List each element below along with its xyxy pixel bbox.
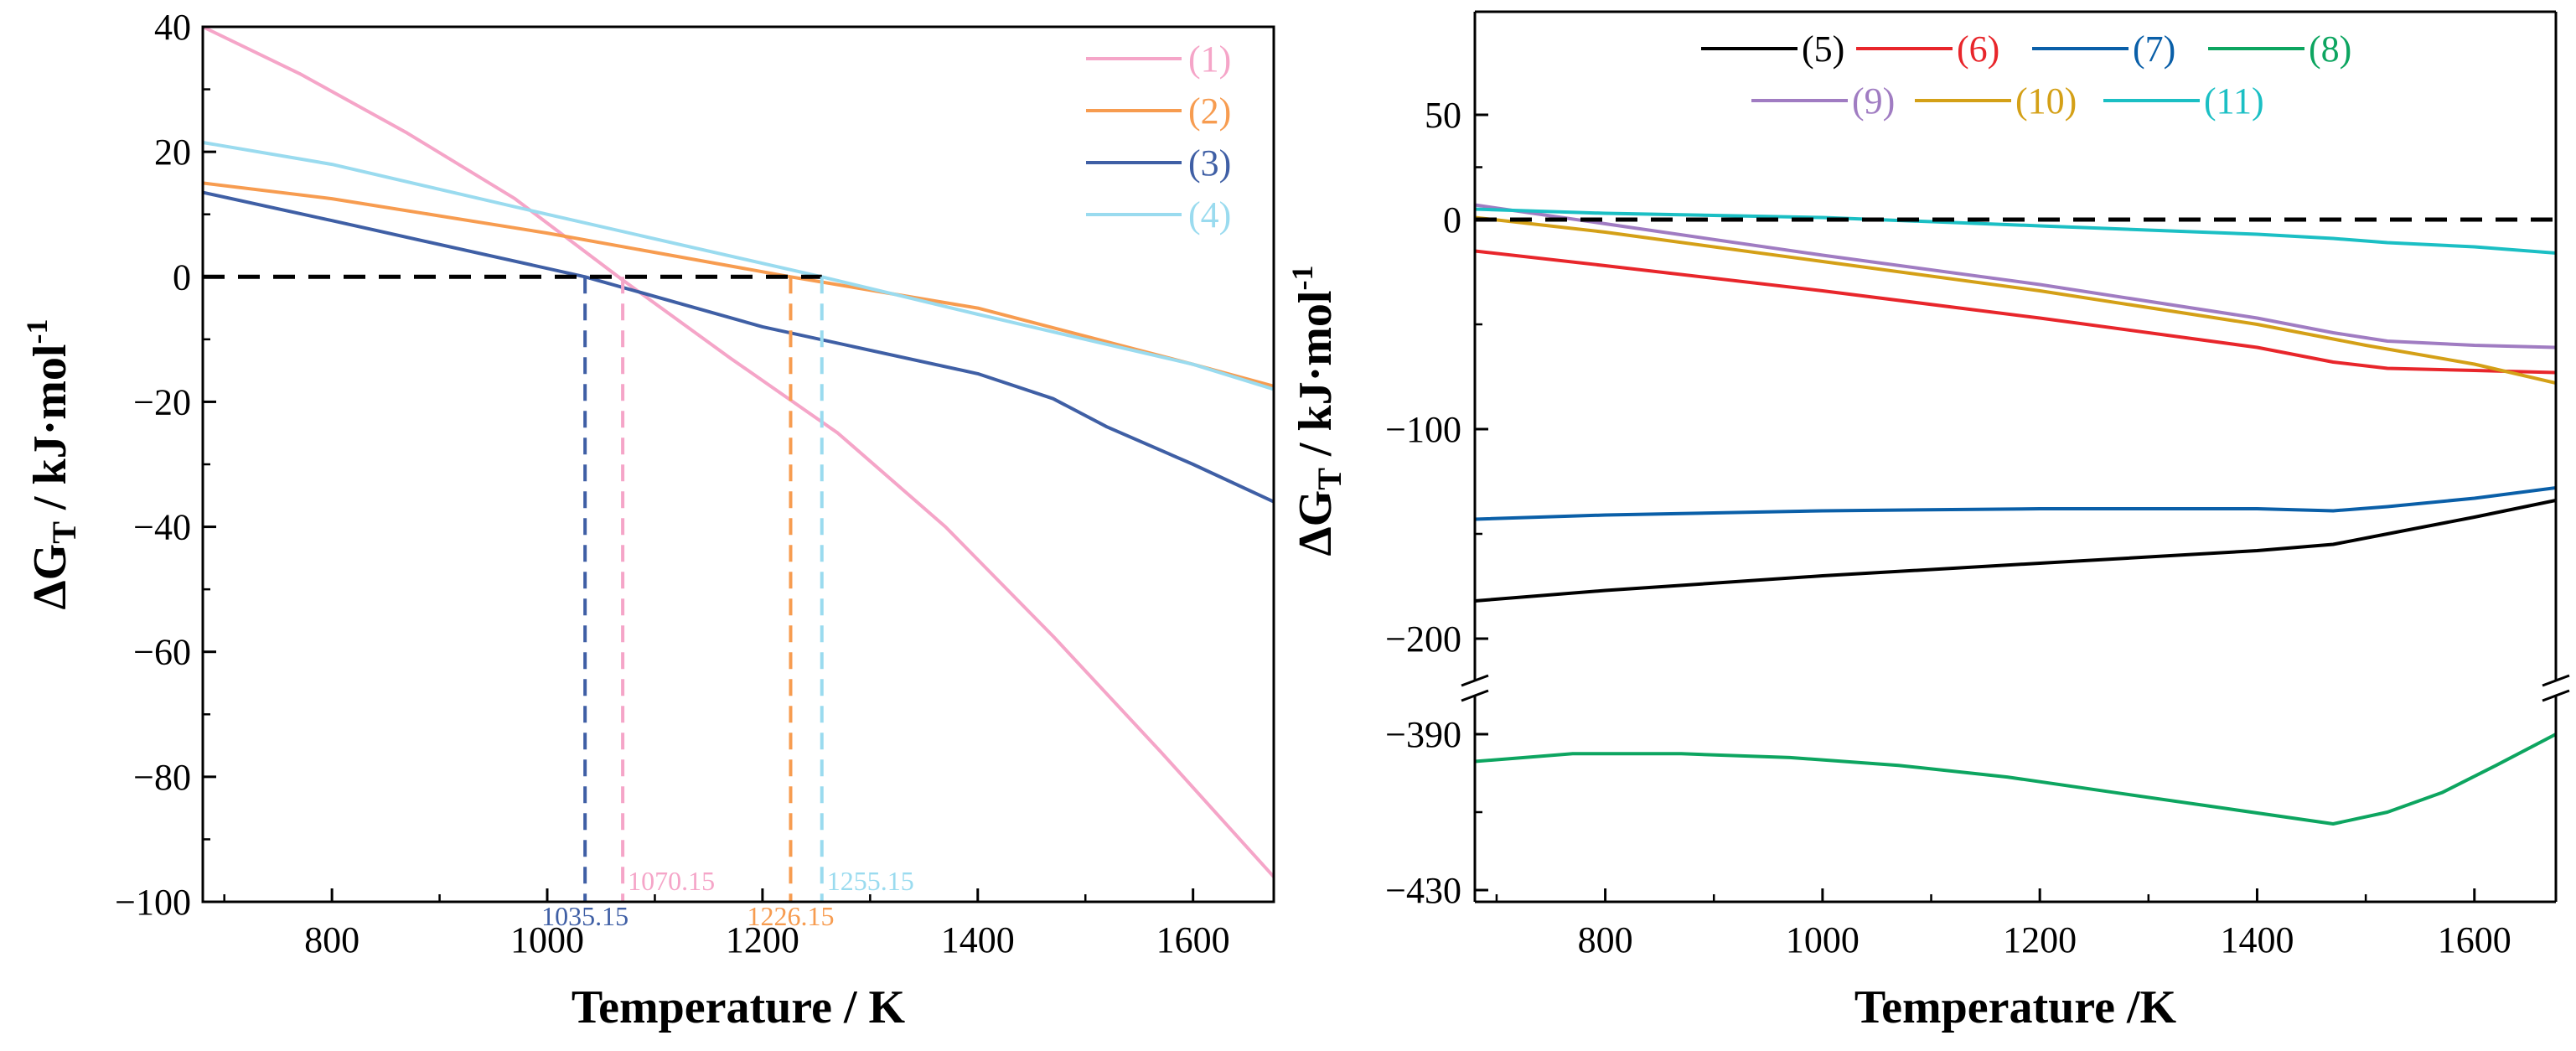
right-legend-label-7: (7) [2133, 28, 2175, 70]
right-y-tick-label: 0 [1443, 199, 1461, 241]
left-y-tick-label: 20 [154, 132, 191, 173]
right-x-axis-label: Temperature /K [1854, 981, 2177, 1033]
right-y-tick-label: −200 [1385, 619, 1461, 660]
right-x-tick-label: 1200 [2003, 919, 2077, 960]
left-series-line-3 [202, 190, 1275, 504]
right-y-axis-label: ΔGT / kJ·mol-1 [1285, 266, 1348, 557]
left-threshold-label-1: 1035.15 [541, 901, 628, 931]
left-x-tick-label: 1200 [726, 919, 799, 960]
right-x-tick-label: 800 [1578, 919, 1633, 960]
left-y-axis-label-sup: -1 [20, 319, 54, 344]
right-y-axis-label-sup: -1 [1285, 266, 1319, 291]
left-series-line-1 [202, 25, 1275, 878]
right-axis-break-right [2542, 674, 2570, 702]
left-y-axis-label-sub: T [45, 521, 83, 544]
right-y-axis-label-sub: T [1311, 468, 1348, 490]
right-legend-label-8: (8) [2309, 28, 2351, 70]
left-plot-frame [201, 25, 1275, 903]
right-series-line-8 [1474, 733, 2557, 826]
left-y-tick-label: −80 [133, 757, 191, 798]
right-x-tick-label: 1000 [1786, 919, 1860, 960]
right-y-axis-label-main: ΔG [1290, 490, 1342, 557]
right-y-tick-label: −390 [1385, 714, 1461, 755]
left-legend-label-4: (4) [1188, 194, 1231, 236]
left-threshold-label-3: 1226.15 [747, 901, 834, 931]
right-axis-break-left [1461, 674, 1489, 702]
left-y-axis-label-rest: / kJ·mol [24, 344, 76, 522]
left-y-tick-label: 40 [154, 7, 191, 48]
left-x-axis-label: Temperature / K [572, 981, 906, 1033]
left-y-axis-label-main: ΔG [24, 544, 76, 610]
right-y-tick-label: −100 [1385, 409, 1461, 450]
left-legend-label-3: (3) [1188, 142, 1231, 184]
left-y-ticks: 40 20 0 −20 −40 −60 −80 −100 [115, 7, 216, 923]
left-y-tick-label: −60 [133, 632, 191, 673]
right-y-ticks: 50 0 −100 −200 −390 −430 [1385, 95, 1488, 911]
left-legend-label-2: (2) [1188, 91, 1231, 132]
left-threshold-label-4: 1255.15 [827, 866, 914, 896]
right-x-tick-label: 1400 [2220, 919, 2294, 960]
right-legend-label-5: (5) [1802, 28, 1844, 70]
left-y-tick-label: −100 [115, 882, 191, 923]
left-x-ticks: 800 1000 1200 1400 1600 [223, 888, 1230, 960]
right-legend: (5) (6) (7) (8) (9) (10) (11) [1701, 28, 2351, 122]
right-x-ticks: 800 1000 1200 1400 1600 [1495, 888, 2511, 960]
right-series-group [1474, 203, 2557, 826]
right-series-line-5 [1474, 499, 2557, 603]
right-y-axis-label-rest: / kJ·mol [1290, 291, 1342, 469]
right-series-line-7 [1474, 486, 2557, 521]
left-y-tick-label: −40 [133, 507, 191, 548]
right-series-line-9 [1474, 203, 2557, 349]
right-chart: 800 1000 1200 1400 1600 500−100−200−390−430 … [1285, 10, 2570, 1033]
left-x-tick-label: 1000 [510, 919, 584, 960]
left-x-tick-label: 1400 [941, 919, 1015, 960]
left-series-group [202, 25, 1275, 878]
left-legend: (1) (2) (3) (4) [1086, 39, 1231, 236]
left-y-tick-label: 0 [173, 256, 191, 298]
left-chart: 800 1000 1200 1400 1600 40 20 0 −20 −40 −60 −80 −10… [20, 7, 1275, 1033]
right-y-tick-label: 50 [1425, 95, 1461, 136]
left-legend-label-1: (1) [1188, 39, 1231, 80]
left-x-tick-label: 800 [304, 919, 360, 960]
left-threshold-lines [583, 277, 824, 902]
right-series-line-11 [1474, 207, 2557, 255]
left-x-tick-label: 1600 [1156, 919, 1230, 960]
left-series-line-4 [202, 141, 1275, 391]
right-legend-label-11: (11) [2204, 80, 2264, 122]
right-y-tick-label: −430 [1385, 870, 1461, 911]
left-threshold-label-2: 1070.15 [628, 866, 715, 896]
right-legend-label-9: (9) [1852, 80, 1895, 122]
right-legend-label-6: (6) [1957, 28, 1999, 70]
right-legend-label-10: (10) [2015, 80, 2077, 122]
left-y-axis-label: ΔGT / kJ·mol-1 [20, 319, 83, 610]
right-x-tick-label: 1600 [2438, 919, 2511, 960]
right-series-line-10 [1474, 215, 2557, 385]
right-series-line-6 [1474, 249, 2557, 375]
left-y-tick-label: −20 [133, 381, 191, 422]
